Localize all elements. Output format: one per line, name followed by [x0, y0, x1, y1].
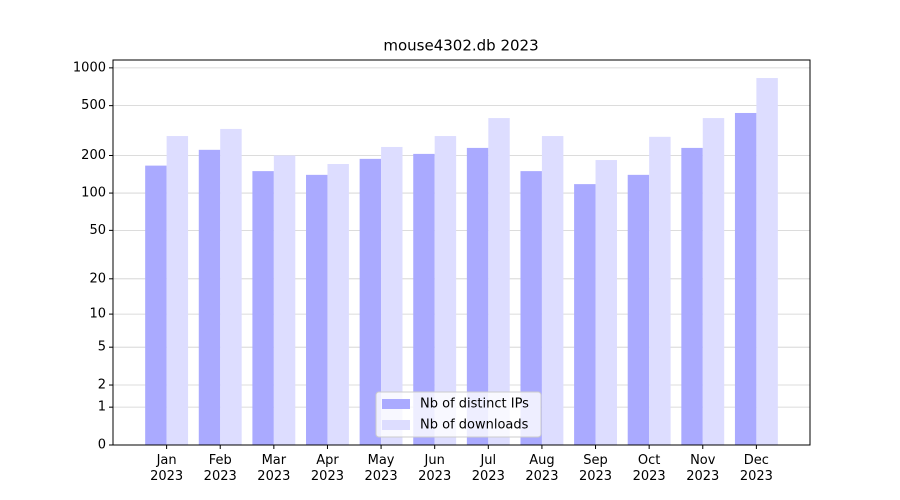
- y-tick-label: 10: [89, 307, 106, 322]
- legend-label: Nb of downloads: [420, 418, 529, 433]
- legend-swatch: [382, 420, 410, 430]
- bar: [220, 128, 242, 445]
- y-tick-label: 2: [98, 378, 106, 393]
- x-tick-label: Aug 2023: [525, 453, 559, 484]
- bar: [756, 78, 778, 446]
- bar: [488, 118, 510, 445]
- y-tick-label: 500: [81, 98, 106, 113]
- bar: [681, 147, 703, 446]
- bar: [574, 184, 596, 445]
- x-tick-label: Oct 2023: [632, 453, 666, 484]
- plot-frame: [112, 59, 811, 446]
- legend-swatch: [382, 399, 410, 409]
- bar: [273, 155, 296, 445]
- bar: [413, 153, 435, 446]
- x-tick-label: Dec 2023: [739, 453, 773, 484]
- bar: [327, 164, 349, 445]
- bar: [166, 136, 189, 446]
- y-tick-label: 1: [98, 400, 106, 415]
- x-tick-label: Apr 2023: [310, 453, 344, 484]
- y-tick-label: 200: [81, 148, 106, 163]
- y-tick-label: 5: [98, 340, 106, 355]
- bar: [466, 147, 489, 446]
- x-tick-label: Jul 2023: [471, 453, 505, 484]
- bar: [649, 136, 671, 446]
- bar: [541, 136, 564, 446]
- bar: [198, 149, 221, 445]
- y-tick-label: 100: [81, 186, 106, 201]
- bar: [434, 136, 457, 446]
- bar: [520, 171, 542, 445]
- x-tick-label: Sep 2023: [578, 453, 613, 484]
- y-tick-label: 1000: [73, 60, 106, 75]
- bar: [381, 146, 403, 445]
- y-tick-label: 50: [89, 223, 106, 238]
- y-tick-label: 0: [98, 438, 106, 453]
- y-tick-label: 20: [89, 271, 106, 286]
- x-tick-label: Jan 2023: [150, 453, 184, 484]
- chart-title: mouse4302.db 2023: [383, 37, 538, 55]
- x-tick-label: Jun 2023: [418, 453, 452, 484]
- bar: [595, 160, 617, 445]
- x-tick-label: Feb 2023: [203, 453, 237, 484]
- x-tick-label: Nov 2023: [686, 453, 720, 484]
- bar: [252, 171, 274, 445]
- x-tick-label: May 2023: [364, 453, 398, 484]
- bar: [627, 174, 650, 445]
- bar: [734, 112, 757, 445]
- x-tick-label: Mar 2023: [257, 453, 291, 484]
- bar: [702, 118, 725, 445]
- bar: [145, 165, 167, 445]
- bar: [359, 158, 382, 445]
- bar: [306, 174, 328, 445]
- legend-label: Nb of distinct IPs: [420, 397, 529, 412]
- legend-box: [375, 391, 542, 438]
